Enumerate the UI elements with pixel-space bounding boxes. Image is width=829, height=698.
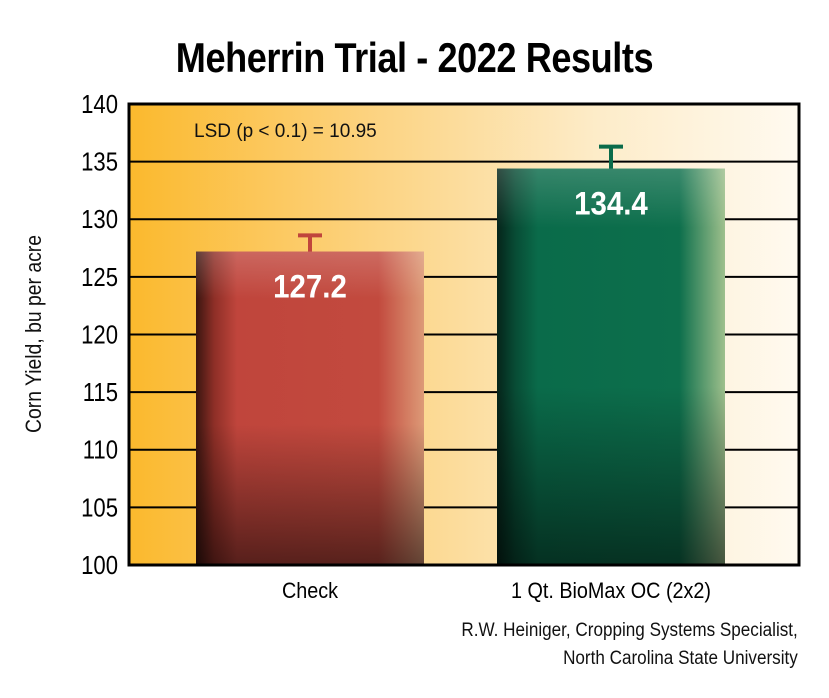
- category-label: Check: [282, 579, 339, 603]
- y-axis-label: Corn Yield, bu per acre: [22, 235, 46, 433]
- bar-highlight: [497, 168, 725, 566]
- credit: R.W. Heiniger, Cropping Systems Speciali…: [462, 617, 798, 673]
- lsd-annotation: LSD (p < 0.1) = 10.95: [194, 121, 377, 142]
- chart-title: Meherrin Trial - 2022 Results: [175, 34, 654, 81]
- y-tick-label: 110: [83, 436, 118, 465]
- y-tick-label: 105: [81, 494, 118, 523]
- bars: 127.2 134.4: [196, 144, 725, 566]
- data-label: 127.2: [273, 268, 347, 304]
- y-tick-labels: 100 105 110 115 120 125 130 135 140: [81, 90, 118, 580]
- category-label: 1 Qt. BioMax OC (2x2): [511, 579, 711, 603]
- y-tick-label: 120: [81, 321, 118, 350]
- bar-highlight: [196, 251, 424, 565]
- y-tick-label: 140: [81, 90, 118, 119]
- y-tick-label: 130: [81, 206, 118, 235]
- data-label: 134.4: [574, 185, 648, 221]
- plot-frame: [127, 102, 801, 567]
- y-tick-label: 100: [81, 551, 118, 580]
- x-tick-labels: Check 1 Qt. BioMax OC (2x2): [282, 579, 711, 603]
- credit-line-1: R.W. Heiniger, Cropping Systems Speciali…: [461, 620, 798, 641]
- y-tick-label: 115: [83, 378, 118, 407]
- y-tick-label: 135: [81, 148, 118, 177]
- y-tick-label: 125: [81, 263, 118, 292]
- credit-line-2: North Carolina State University: [563, 648, 798, 669]
